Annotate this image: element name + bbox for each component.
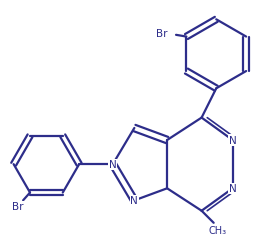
Text: Br: Br	[156, 29, 167, 39]
Text: CH₃: CH₃	[208, 225, 226, 235]
Text: N: N	[109, 160, 117, 170]
Text: N: N	[130, 196, 138, 205]
Text: Br: Br	[12, 202, 24, 211]
Text: N: N	[229, 136, 236, 145]
Text: N: N	[229, 184, 236, 194]
